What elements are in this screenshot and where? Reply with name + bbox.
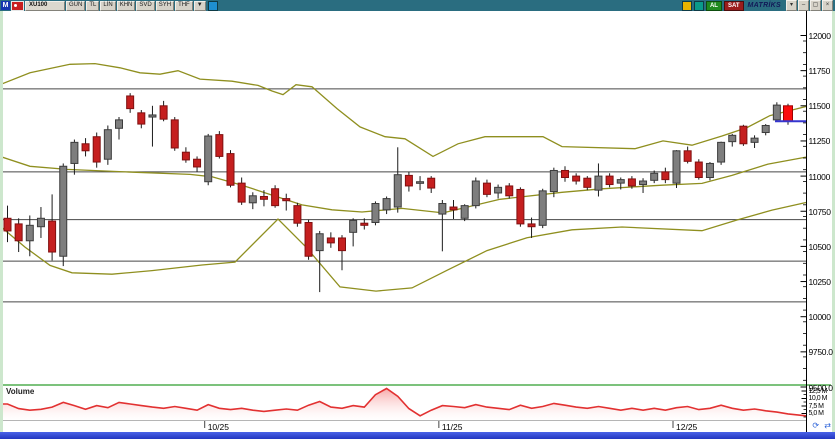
volume-axis-label: 12,5 M — [808, 387, 827, 395]
matriks-brand-label: MATRİKS — [747, 2, 781, 9]
thf-button[interactable]: THF — [175, 0, 193, 11]
chevron-down-icon[interactable]: ▼ — [193, 0, 206, 11]
date-axis-label: 10/25 — [207, 421, 229, 432]
buy-button[interactable]: AL — [705, 0, 722, 11]
depth-icon[interactable] — [693, 0, 704, 11]
volume-axis-label: 7,5 M — [808, 402, 824, 410]
price-axis-label: 11000 — [808, 171, 831, 182]
period-button[interactable]: GÜN — [66, 0, 86, 11]
matriks-window-icon[interactable]: M — [1, 1, 10, 10]
window-titlebar: M XU100 GÜN TL LİN KHN SVD SYH THF ▼ AL … — [0, 0, 835, 11]
price-axis-label: 12000 — [808, 31, 831, 41]
window-minimize-button[interactable]: – — [798, 0, 809, 11]
price-axis-label: 11750 — [808, 66, 831, 77]
price-axis-label: 10750 — [808, 206, 831, 217]
price-axis-label: 9750.0 — [808, 347, 833, 358]
price-axis-label: 11250 — [808, 136, 831, 147]
window-bottom-bar[interactable] — [0, 432, 835, 439]
volume-panel-title: Volume — [6, 387, 35, 396]
svd-button[interactable]: SVD — [136, 0, 155, 11]
date-axis-label: 12/25 — [676, 421, 698, 432]
alarm-icon[interactable] — [681, 0, 692, 11]
price-axis-label: 11500 — [808, 101, 831, 112]
chart-tools-icon[interactable] — [207, 0, 218, 11]
window-restore-button[interactable]: ▢ — [810, 0, 821, 11]
currency-button[interactable]: TL — [86, 0, 100, 11]
price-axis-label: 10500 — [808, 241, 831, 252]
window-pin-button[interactable]: ▾ — [786, 0, 797, 11]
window-close-button[interactable]: × — [822, 0, 833, 11]
pan-arrows-icon[interactable]: ⇄ — [824, 421, 831, 430]
scale-button[interactable]: LİN — [100, 0, 116, 11]
window-right-border — [832, 11, 835, 432]
price-axis-label: 9500.0 — [808, 382, 833, 393]
window-left-border — [0, 11, 3, 432]
refresh-icon[interactable]: ⟳ — [812, 421, 820, 430]
price-axis-label: 10000 — [808, 312, 831, 323]
date-axis-label: 11/25 — [441, 421, 463, 432]
chart-corner-controls: ⟳ ⇄ — [809, 421, 831, 430]
khn-button[interactable]: KHN — [116, 0, 136, 11]
volume-axis-label: 5,0 M — [808, 410, 824, 417]
volume-axis-label: 10,0 M — [808, 395, 827, 402]
sell-button[interactable]: SAT — [723, 0, 744, 11]
symbol-label[interactable]: XU100 — [25, 0, 65, 11]
price-axis-label: 10250 — [808, 277, 831, 288]
syh-button[interactable]: SYH — [155, 0, 175, 11]
turkish-flag-icon — [11, 0, 24, 11]
